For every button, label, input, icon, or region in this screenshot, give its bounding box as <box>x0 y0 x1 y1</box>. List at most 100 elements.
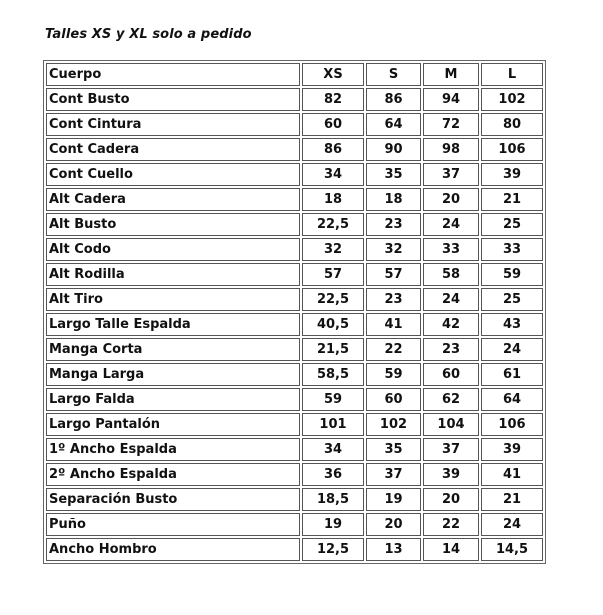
cell-xs: 36 <box>302 463 364 486</box>
table-row: 1º Ancho Espalda 34 35 37 39 <box>46 438 543 461</box>
size-table: Cuerpo XS S M L Cont Busto 82 86 94 102 Cont … <box>43 60 546 564</box>
cell-s: 35 <box>366 163 421 186</box>
header-cell-xs: XS <box>302 63 364 86</box>
cell-m: 94 <box>423 88 479 111</box>
cell-s: 86 <box>366 88 421 111</box>
cell-s: 23 <box>366 288 421 311</box>
row-label: Cont Cuello <box>46 163 300 186</box>
table-row: Cont Cuello 34 35 37 39 <box>46 163 543 186</box>
cell-s: 64 <box>366 113 421 136</box>
cell-m: 60 <box>423 363 479 386</box>
table-row: Manga Corta 21,5 22 23 24 <box>46 338 543 361</box>
cell-m: 37 <box>423 438 479 461</box>
cell-l: 41 <box>481 463 543 486</box>
cell-m: 24 <box>423 288 479 311</box>
table-row: Cont Busto 82 86 94 102 <box>46 88 543 111</box>
header-cell-m: M <box>423 63 479 86</box>
table-header: Cuerpo XS S M L <box>46 63 543 86</box>
cell-l: 43 <box>481 313 543 336</box>
cell-s: 60 <box>366 388 421 411</box>
cell-m: 98 <box>423 138 479 161</box>
cell-m: 23 <box>423 338 479 361</box>
cell-l: 21 <box>481 488 543 511</box>
cell-xs: 59 <box>302 388 364 411</box>
cell-l: 39 <box>481 438 543 461</box>
cell-l: 21 <box>481 188 543 211</box>
cell-xs: 82 <box>302 88 364 111</box>
cell-l: 106 <box>481 138 543 161</box>
cell-l: 33 <box>481 238 543 261</box>
row-label: Largo Pantalón <box>46 413 300 436</box>
table-row: Puño 19 20 22 24 <box>46 513 543 536</box>
cell-s: 37 <box>366 463 421 486</box>
cell-s: 13 <box>366 538 421 561</box>
cell-xs: 34 <box>302 438 364 461</box>
cell-s: 19 <box>366 488 421 511</box>
table-row: Largo Pantalón 101 102 104 106 <box>46 413 543 436</box>
cell-s: 35 <box>366 438 421 461</box>
row-label: Largo Talle Espalda <box>46 313 300 336</box>
cell-m: 20 <box>423 188 479 211</box>
cell-l: 61 <box>481 363 543 386</box>
row-label: Alt Cadera <box>46 188 300 211</box>
cell-xs: 58,5 <box>302 363 364 386</box>
table-row: Separación Busto 18,5 19 20 21 <box>46 488 543 511</box>
cell-m: 62 <box>423 388 479 411</box>
row-label: Manga Corta <box>46 338 300 361</box>
table-row: Manga Larga 58,5 59 60 61 <box>46 363 543 386</box>
cell-xs: 18,5 <box>302 488 364 511</box>
row-label: Alt Rodilla <box>46 263 300 286</box>
cell-s: 59 <box>366 363 421 386</box>
cell-xs: 101 <box>302 413 364 436</box>
row-label: Puño <box>46 513 300 536</box>
cell-xs: 34 <box>302 163 364 186</box>
cell-m: 14 <box>423 538 479 561</box>
cell-l: 80 <box>481 113 543 136</box>
table-row: Largo Talle Espalda 40,5 41 42 43 <box>46 313 543 336</box>
header-cell-l: L <box>481 63 543 86</box>
header-cell-s: S <box>366 63 421 86</box>
cell-m: 104 <box>423 413 479 436</box>
row-label: Largo Falda <box>46 388 300 411</box>
row-label: Cont Cadera <box>46 138 300 161</box>
cell-l: 24 <box>481 338 543 361</box>
table-row: Largo Falda 59 60 62 64 <box>46 388 543 411</box>
cell-s: 57 <box>366 263 421 286</box>
header-cell-body: Cuerpo <box>46 63 300 86</box>
row-label: 1º Ancho Espalda <box>46 438 300 461</box>
cell-s: 32 <box>366 238 421 261</box>
cell-xs: 86 <box>302 138 364 161</box>
table-row: Alt Cadera 18 18 20 21 <box>46 188 543 211</box>
cell-xs: 21,5 <box>302 338 364 361</box>
cell-xs: 60 <box>302 113 364 136</box>
table-row: Ancho Hombro 12,5 13 14 14,5 <box>46 538 543 561</box>
cell-xs: 22,5 <box>302 288 364 311</box>
row-label: Separación Busto <box>46 488 300 511</box>
row-label: Alt Codo <box>46 238 300 261</box>
cell-xs: 19 <box>302 513 364 536</box>
table-row: Alt Rodilla 57 57 58 59 <box>46 263 543 286</box>
cell-l: 106 <box>481 413 543 436</box>
cell-xs: 12,5 <box>302 538 364 561</box>
table-body: Cont Busto 82 86 94 102 Cont Cintura 60 64 72 80 C… <box>46 88 543 561</box>
cell-s: 20 <box>366 513 421 536</box>
cell-s: 18 <box>366 188 421 211</box>
row-label: Cont Busto <box>46 88 300 111</box>
cell-m: 39 <box>423 463 479 486</box>
row-label: Manga Larga <box>46 363 300 386</box>
cell-l: 14,5 <box>481 538 543 561</box>
cell-s: 41 <box>366 313 421 336</box>
cell-xs: 22,5 <box>302 213 364 236</box>
cell-l: 64 <box>481 388 543 411</box>
table-row: Alt Busto 22,5 23 24 25 <box>46 213 543 236</box>
page-title: Talles XS y XL solo a pedido <box>45 27 252 42</box>
cell-l: 24 <box>481 513 543 536</box>
cell-l: 25 <box>481 288 543 311</box>
cell-s: 102 <box>366 413 421 436</box>
cell-xs: 40,5 <box>302 313 364 336</box>
cell-m: 37 <box>423 163 479 186</box>
table-row: 2º Ancho Espalda 36 37 39 41 <box>46 463 543 486</box>
table-row: Cont Cadera 86 90 98 106 <box>46 138 543 161</box>
row-label: 2º Ancho Espalda <box>46 463 300 486</box>
cell-m: 20 <box>423 488 479 511</box>
